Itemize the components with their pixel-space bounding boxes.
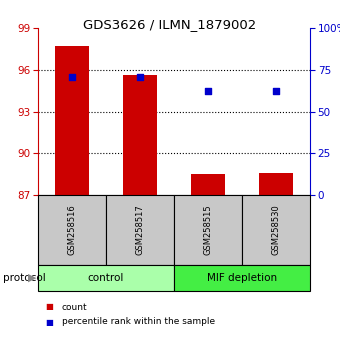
Text: count: count	[62, 303, 87, 312]
Text: ■: ■	[45, 303, 53, 312]
Text: ▶: ▶	[28, 273, 36, 283]
Point	[137, 74, 143, 80]
Bar	[123, 75, 157, 195]
Text: GSM258530: GSM258530	[272, 205, 280, 255]
Text: GSM258517: GSM258517	[136, 205, 144, 255]
Text: MIF depletion: MIF depletion	[207, 273, 277, 283]
Text: GSM258516: GSM258516	[68, 205, 76, 255]
Text: control: control	[88, 273, 124, 283]
Text: ■: ■	[45, 318, 53, 326]
Point	[205, 88, 211, 94]
Point	[69, 74, 75, 80]
Text: protocol: protocol	[3, 273, 46, 283]
Point	[273, 88, 279, 94]
Bar	[259, 173, 293, 195]
Bar	[191, 174, 225, 195]
Text: percentile rank within the sample: percentile rank within the sample	[62, 318, 215, 326]
Bar	[55, 46, 89, 195]
Text: GDS3626 / ILMN_1879002: GDS3626 / ILMN_1879002	[83, 18, 257, 31]
Text: GSM258515: GSM258515	[204, 205, 212, 255]
